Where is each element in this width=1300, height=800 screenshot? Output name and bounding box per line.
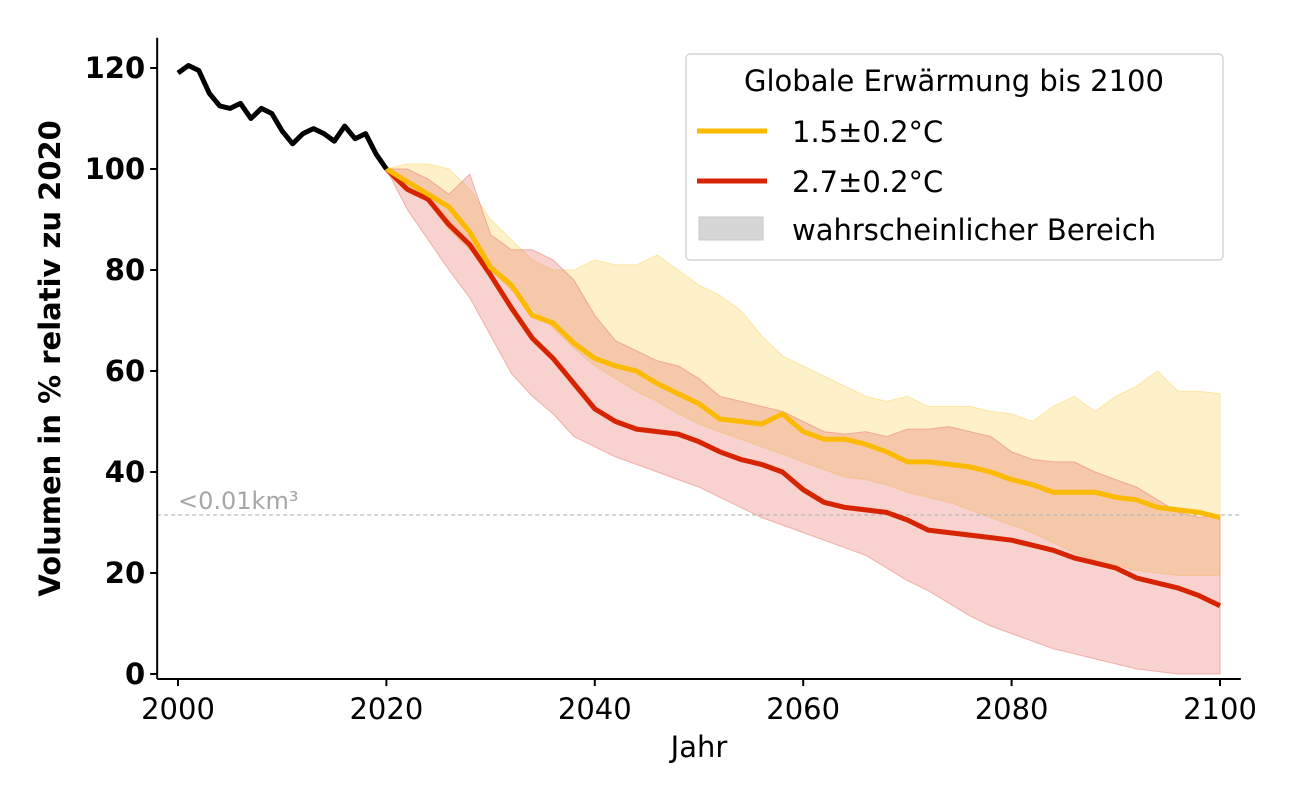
line-1-5c — [385, 166, 1221, 520]
y-tick-label-0: 0 — [125, 657, 145, 691]
legend-label-likely-range: wahrscheinlicher Bereich — [792, 213, 1156, 247]
y-tick-label-60: 60 — [105, 354, 145, 388]
line-historical — [176, 63, 389, 171]
x-tick-label-2020: 2020 — [349, 692, 423, 726]
line-2-7c — [384, 167, 1222, 609]
y-tick-label-40: 40 — [105, 455, 145, 489]
likely-range-band-2-7c — [385, 168, 1221, 675]
likely-range-band-1-5c — [385, 163, 1221, 576]
legend: Globale Erwärmung bis 2100 1.5±0.2°C 2.7… — [685, 53, 1224, 261]
x-tick-label-2100: 2100 — [1183, 692, 1257, 726]
x-tick-label-2060: 2060 — [766, 692, 840, 726]
uncertainty-bands — [385, 163, 1221, 675]
legend-swatch-likely-range — [698, 216, 764, 241]
legend-frame — [685, 53, 1224, 261]
y-tick-label-100: 100 — [85, 152, 146, 186]
series-lines — [176, 63, 1222, 609]
reference-line-label: <0.01km³ — [178, 487, 298, 515]
y-tick-label-80: 80 — [105, 253, 145, 287]
x-tick-label-2080: 2080 — [975, 692, 1049, 726]
x-tick-label-2000: 2000 — [141, 692, 215, 726]
legend-title: Globale Erwärmung bis 2100 — [744, 64, 1164, 98]
legend-label-1-5c: 1.5±0.2°C — [792, 115, 943, 149]
y-axis-title: Volumen in % relativ zu 2020 — [33, 120, 67, 596]
x-tick-label-2040: 2040 — [558, 692, 632, 726]
x-axis-title: Jahr — [669, 730, 728, 764]
reference-line-group: <0.01km³ — [157, 487, 1241, 516]
y-tick-label-20: 20 — [105, 556, 145, 590]
legend-label-2-7c: 2.7±0.2°C — [792, 165, 943, 199]
y-tick-label-120: 120 — [85, 51, 146, 85]
